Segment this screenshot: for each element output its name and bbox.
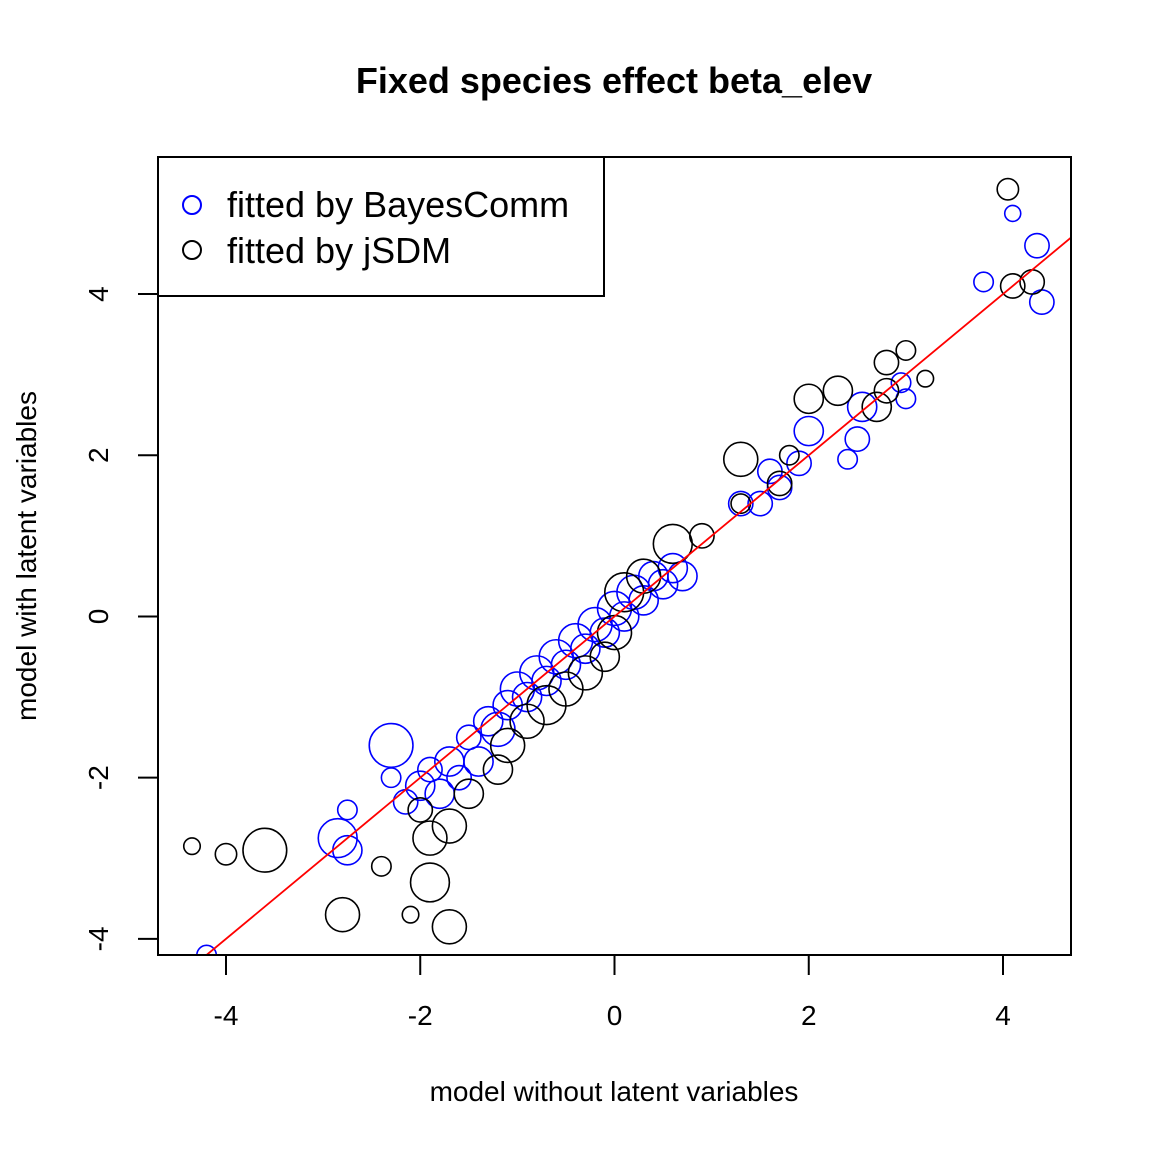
y-tick-label: 2 xyxy=(83,447,114,463)
data-point xyxy=(873,349,900,376)
points-layer xyxy=(182,177,1055,955)
x-tick-label: 2 xyxy=(801,1000,817,1031)
identity-line xyxy=(205,236,1071,955)
data-point xyxy=(409,862,451,903)
legend-label-bayescomm: fitted by BayesComm xyxy=(227,184,569,225)
data-point xyxy=(793,415,825,447)
y-axis: -4 -2 0 2 4 xyxy=(83,286,159,951)
data-point xyxy=(417,756,443,783)
data-point xyxy=(628,584,660,616)
x-tick-label: -4 xyxy=(214,1000,239,1031)
series-jsdm xyxy=(182,177,1046,945)
data-point xyxy=(873,377,900,404)
data-point xyxy=(822,375,854,407)
data-point xyxy=(336,799,358,821)
data-point xyxy=(368,722,414,769)
data-point xyxy=(916,369,935,388)
data-point xyxy=(370,855,392,877)
data-point xyxy=(412,820,448,856)
data-point xyxy=(332,834,363,866)
data-point xyxy=(1003,204,1022,223)
data-point xyxy=(242,827,288,873)
data-point xyxy=(472,705,504,737)
data-point xyxy=(861,391,893,423)
data-point xyxy=(431,808,468,844)
legend: fitted by BayesComm fitted by jSDM xyxy=(157,156,605,297)
data-point xyxy=(793,383,825,415)
series-bayescomm xyxy=(196,204,1055,955)
legend-box xyxy=(157,156,605,297)
x-tick-label: 0 xyxy=(607,1000,623,1031)
data-point xyxy=(511,681,543,713)
data-point xyxy=(182,837,202,856)
legend-marker-bayescomm xyxy=(182,195,202,215)
x-axis: -4 -2 0 2 4 xyxy=(214,954,1011,1031)
data-point xyxy=(567,655,604,691)
x-axis-label: model without latent variables xyxy=(430,1076,799,1107)
legend-marker-jsdm xyxy=(182,240,202,260)
data-point xyxy=(747,490,774,517)
y-tick-label: 4 xyxy=(83,286,114,302)
x-tick-label: 4 xyxy=(995,1000,1011,1031)
data-point xyxy=(973,271,995,293)
legend-label-jsdm: fitted by jSDM xyxy=(227,230,451,271)
data-point xyxy=(837,448,859,470)
data-point xyxy=(446,764,473,791)
data-point xyxy=(999,273,1026,299)
y-tick-label: -2 xyxy=(83,765,114,790)
data-point xyxy=(569,633,601,665)
data-point xyxy=(526,684,567,726)
data-point xyxy=(463,746,494,777)
data-point xyxy=(407,796,434,823)
x-tick-label: -2 xyxy=(408,1000,433,1031)
y-tick-label: 0 xyxy=(83,609,114,625)
data-point xyxy=(996,177,1020,201)
chart-title: Fixed species effect beta_elev xyxy=(356,60,872,101)
reference-line-layer xyxy=(205,236,1071,955)
data-point xyxy=(431,908,468,945)
y-tick-label: -4 xyxy=(83,926,114,951)
data-point xyxy=(1024,232,1050,259)
data-point xyxy=(489,727,526,764)
data-point xyxy=(455,724,482,751)
data-point xyxy=(890,372,912,394)
data-point xyxy=(214,842,238,866)
data-point xyxy=(844,426,871,453)
data-point xyxy=(531,665,562,697)
data-point xyxy=(667,560,698,592)
data-point xyxy=(722,441,759,478)
data-point xyxy=(404,770,436,802)
data-point xyxy=(392,788,419,815)
data-point xyxy=(424,778,456,810)
data-point xyxy=(688,522,715,549)
data-point xyxy=(766,470,793,497)
data-point xyxy=(727,490,754,517)
data-point xyxy=(401,905,420,924)
data-point xyxy=(380,767,402,789)
data-point xyxy=(778,444,800,466)
data-point xyxy=(317,817,358,859)
data-point xyxy=(895,339,917,361)
data-point xyxy=(550,649,582,681)
data-point xyxy=(786,450,812,477)
data-point xyxy=(482,754,514,785)
data-point xyxy=(589,641,621,673)
data-point xyxy=(846,391,878,423)
data-point xyxy=(324,896,361,933)
data-point xyxy=(647,568,679,600)
data-point xyxy=(453,778,485,810)
y-axis-label: model with latent variables xyxy=(11,391,42,721)
